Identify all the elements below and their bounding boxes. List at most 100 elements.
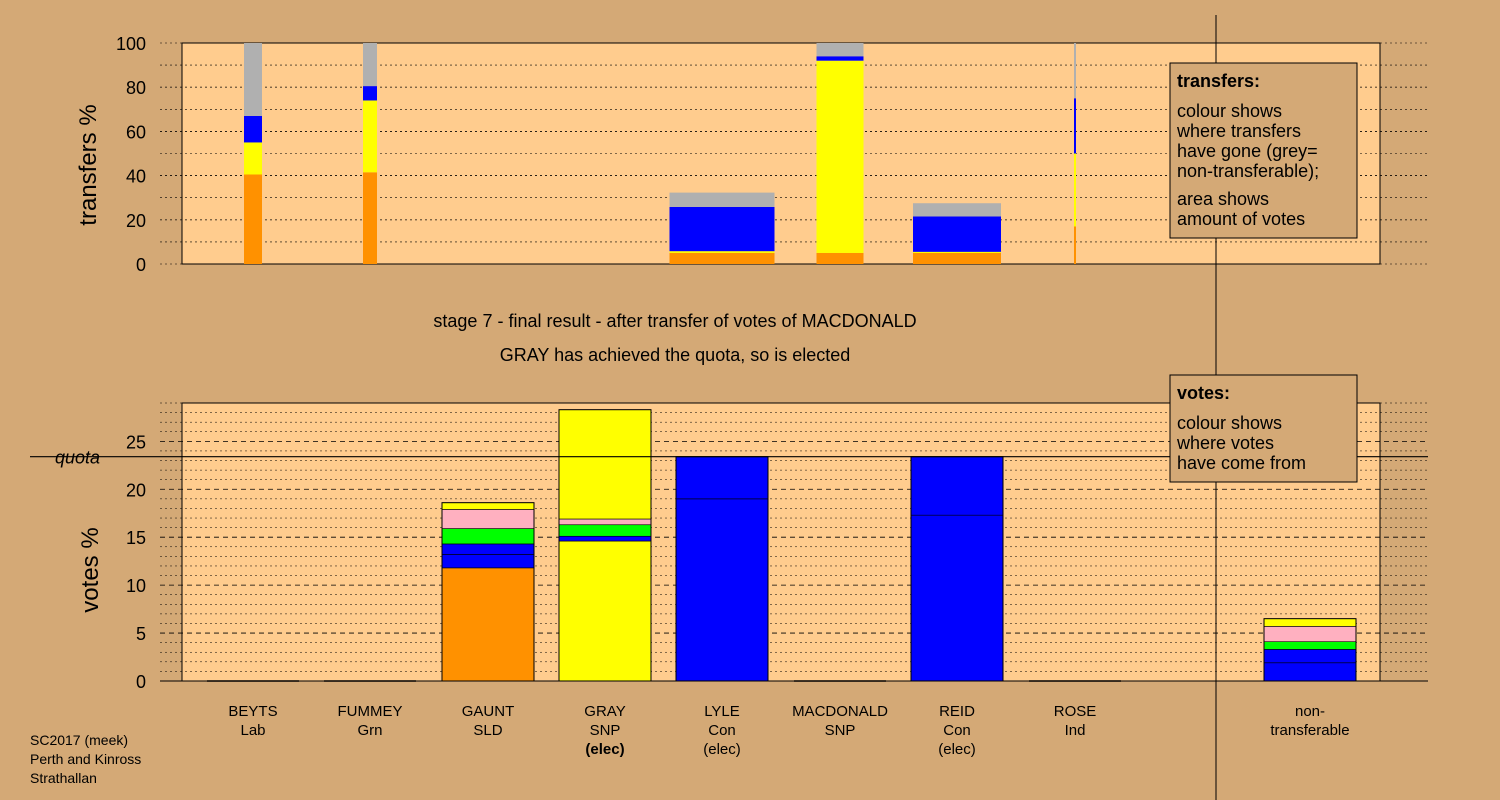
votes-legend-title: votes: — [1177, 383, 1230, 403]
candidate-party-label: Con — [943, 722, 971, 739]
votes-bar-segment — [441, 502, 535, 510]
candidate-name-label: FUMMEY — [338, 703, 403, 720]
transfers-legend-line: where transfers — [1176, 121, 1301, 141]
transfer-bar-segment — [669, 192, 775, 207]
transfer-bar-segment — [363, 172, 377, 264]
votes-legend-line: where votes — [1176, 433, 1274, 453]
candidate-name-label: ROSE — [1054, 703, 1097, 720]
votes-bar-outline — [441, 502, 535, 682]
candidate-name-label: REID — [939, 703, 975, 720]
transfers-legend-line: non-transferable); — [1177, 161, 1319, 181]
footer-line: SC2017 (meek) — [30, 732, 129, 748]
transfer-bar-segment — [913, 252, 1001, 264]
transfers-legend-line: colour shows — [1177, 101, 1282, 121]
candidate-name-label: BEYTS — [228, 703, 277, 720]
votes-bar-segment — [558, 409, 652, 520]
transfer-bar-segment — [669, 251, 775, 253]
quota-label: quota — [55, 448, 100, 468]
transfers-y-tick-label: 80 — [126, 78, 146, 98]
transfer-bar-segment — [363, 100, 377, 173]
transfer-bar-segment — [816, 252, 864, 264]
transfer-bar-segment — [1074, 98, 1076, 154]
votes-bar-segment — [1263, 618, 1357, 627]
votes-legend-line: colour shows — [1177, 413, 1282, 433]
transfer-bar-segment — [363, 43, 377, 87]
footer-line: Perth and Kinross — [30, 751, 142, 767]
transfers-legend: transfers: colour shows where transfers … — [1169, 62, 1358, 239]
candidate-party-label: SLD — [473, 722, 502, 739]
candidate-name-label: LYLE — [704, 703, 740, 720]
transfer-bar-segment — [913, 251, 1001, 253]
transfer-bar-segment — [363, 86, 377, 101]
candidate-party-label: SNP — [590, 722, 621, 739]
transfer-bar-segment — [1074, 43, 1076, 99]
candidate-status-label: (elec) — [938, 741, 976, 758]
stage-title: stage 7 - final result - after transfer … — [433, 311, 916, 331]
votes-bar-segment — [441, 543, 535, 555]
votes-bar-segment — [1263, 662, 1357, 682]
votes-bar-segment — [558, 540, 652, 682]
transfer-bar-segment — [1074, 226, 1076, 264]
transfers-y-tick-label: 40 — [126, 167, 146, 187]
transfer-bar-segment — [816, 60, 864, 253]
transfers-y-axis-label: transfers % — [75, 104, 102, 225]
candidate-party-label: SNP — [825, 722, 856, 739]
votes-legend: votes: colour shows where votes have com… — [1169, 374, 1358, 483]
votes-bar-segment — [558, 518, 652, 526]
transfers-y-tick-label: 0 — [136, 255, 146, 275]
transfers-y-tick-label: 20 — [126, 211, 146, 231]
transfer-bar-segment — [816, 43, 864, 57]
candidate-status-label: (elec) — [703, 741, 741, 758]
transfer-bar-segment — [913, 216, 1001, 252]
transfer-bar-segment — [669, 252, 775, 264]
transfer-bar-segment — [669, 206, 775, 252]
transfers-legend-line: have gone (grey= — [1177, 141, 1318, 161]
votes-y-tick-label: 20 — [126, 480, 146, 500]
votes-y-tick-label: 25 — [126, 432, 146, 452]
transfer-bar-segment — [244, 174, 262, 264]
transfers-legend-line: amount of votes — [1177, 209, 1305, 229]
votes-y-axis-label: votes % — [77, 527, 104, 612]
votes-bar-segment — [558, 524, 652, 537]
footer: SC2017 (meek) Perth and Kinross Strathal… — [30, 731, 141, 788]
transfers-y-tick-label: 60 — [126, 122, 146, 142]
candidate-party-label: Lab — [240, 722, 265, 739]
transfers-legend-title: transfers: — [1177, 71, 1260, 91]
candidate-name-label: MACDONALD — [792, 703, 888, 720]
votes-bar-segment — [441, 528, 535, 545]
candidate-name-label: non- — [1295, 703, 1325, 720]
votes-legend-line: have come from — [1177, 453, 1306, 473]
candidate-name-label: GRAY — [584, 703, 625, 720]
votes-bar-outline — [1263, 618, 1357, 682]
stage-subtitle: GRAY has achieved the quota, so is elect… — [500, 345, 851, 365]
votes-bar-segment — [910, 456, 1004, 516]
transfers-y-tick-label: 100 — [116, 34, 146, 54]
transfers-legend-line: area shows — [1177, 189, 1269, 209]
candidate-party-label: Grn — [357, 722, 382, 739]
votes-bar-segment — [1263, 641, 1357, 650]
votes-y-tick-label: 10 — [126, 576, 146, 596]
transfer-bar-segment — [244, 142, 262, 175]
candidate-status-label: (elec) — [585, 741, 624, 758]
votes-bar-segment — [675, 498, 769, 682]
candidate-party-label: transferable — [1270, 722, 1349, 739]
votes-y-tick-label: 5 — [136, 624, 146, 644]
votes-bar-outline — [558, 409, 652, 682]
votes-bar-segment — [441, 567, 535, 682]
votes-bar-segment — [441, 509, 535, 529]
votes-bar-segment — [910, 514, 1004, 682]
transfer-bar-segment — [913, 203, 1001, 217]
candidate-name-label: GAUNT — [462, 703, 515, 720]
footer-line: Strathallan — [30, 770, 97, 786]
votes-bar-segment — [558, 535, 652, 542]
votes-bar-segment — [1263, 649, 1357, 664]
votes-bar-segment — [1263, 626, 1357, 642]
votes-y-tick-label: 15 — [126, 528, 146, 548]
candidate-party-label: Ind — [1065, 722, 1086, 739]
candidate-party-label: Con — [708, 722, 736, 739]
votes-bar-segment — [441, 554, 535, 569]
votes-y-tick-label: 0 — [136, 672, 146, 692]
transfer-bar-segment — [1074, 153, 1076, 227]
transfer-bar-segment — [244, 115, 262, 143]
